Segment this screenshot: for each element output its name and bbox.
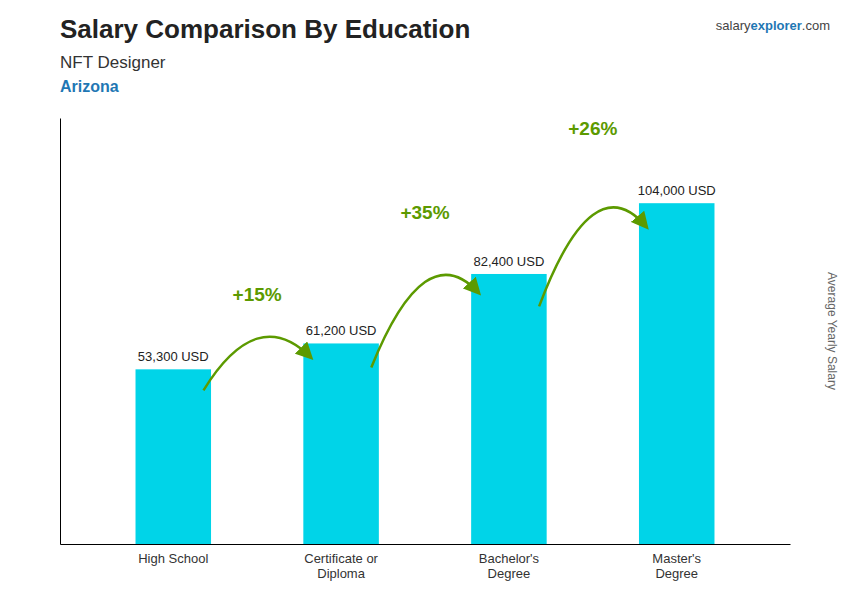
data-label: 104,000 USD	[638, 183, 716, 198]
x-axis: High School Certificate orDiploma Bachelor…	[61, 544, 791, 581]
source: salaryexplorer.com	[716, 18, 830, 33]
subtitle: NFT Designer	[60, 53, 166, 72]
x-tick-label-line: Master's	[652, 551, 701, 566]
x-tick-label-line: Certificate or	[304, 551, 378, 566]
change-label: +35%	[400, 202, 449, 223]
x-tick-label-line: Bachelor's	[479, 551, 540, 566]
x-tick: High School	[138, 544, 208, 566]
source-part: explorer	[751, 18, 802, 33]
x-tick-label-line: High School	[138, 551, 208, 566]
y-axis-line	[60, 119, 61, 545]
data-labels: 53,300 USD 61,200 USD 82,400 USD 104,000 US…	[138, 183, 716, 364]
change-label: +26%	[568, 118, 617, 139]
x-tick-label: High School	[138, 551, 208, 566]
change-arrow	[539, 207, 646, 306]
change-arrow	[371, 275, 478, 368]
location: Arizona	[60, 78, 119, 95]
x-tick-label: Bachelor'sDegree	[479, 551, 540, 581]
chart-container: Salary Comparison By Education NFT Design…	[0, 0, 850, 606]
data-label: 82,400 USD	[473, 254, 544, 269]
change-label: +15%	[233, 284, 282, 305]
x-tick: Master'sDegree	[652, 544, 701, 581]
title: Salary Comparison By Education	[60, 14, 470, 44]
plot: High School Certificate orDiploma Bachelor…	[61, 118, 791, 581]
bar	[639, 203, 715, 544]
y-axis	[60, 119, 61, 545]
bar	[303, 343, 379, 544]
annotations: +15% +35% +26%	[203, 118, 646, 390]
bars	[136, 203, 715, 544]
y-label: Average Yearly Salary	[825, 272, 839, 390]
source-part: salary	[716, 18, 751, 33]
x-tick: Bachelor'sDegree	[479, 544, 540, 581]
data-label: 53,300 USD	[138, 349, 209, 364]
x-tick-label-line: Degree	[655, 566, 698, 581]
bar	[136, 369, 212, 544]
x-axis-line	[61, 544, 791, 545]
x-tick-label: Certificate orDiploma	[304, 551, 378, 581]
chart-svg: Salary Comparison By Education NFT Design…	[0, 0, 850, 606]
source-part: .com	[802, 18, 830, 33]
bar	[471, 274, 547, 544]
x-tick-label-line: Diploma	[317, 566, 365, 581]
data-label: 61,200 USD	[306, 323, 377, 338]
x-tick: Certificate orDiploma	[304, 544, 378, 581]
x-tick-label: Master'sDegree	[652, 551, 701, 581]
change-arrow	[203, 337, 310, 391]
x-tick-label-line: Degree	[488, 566, 531, 581]
